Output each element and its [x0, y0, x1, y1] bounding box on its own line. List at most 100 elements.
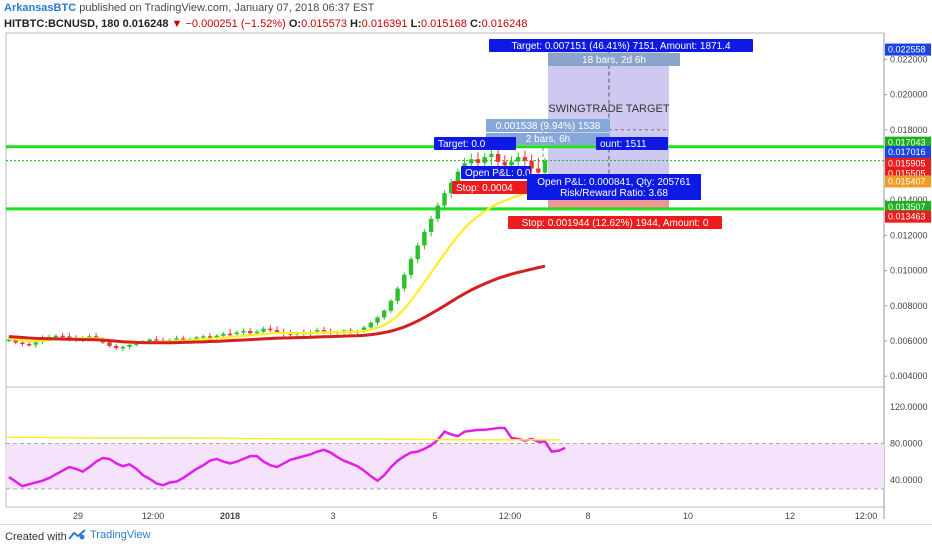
y-tick-label: 0.006000 [890, 336, 928, 346]
publish-text: published on TradingView.com, January 07… [79, 2, 375, 14]
candle-body [60, 335, 65, 338]
annotation-text: Target: 0.007151 (46.41%) 7151, Amount: … [511, 41, 730, 52]
price-label-bg [885, 157, 931, 170]
price-change: −0.000251 (−1.52%) [185, 18, 286, 30]
annotation-text: ount: 1511 [600, 139, 647, 150]
chart-canvas[interactable]: 0.004000 0.006000 0.008000 0.010000 0.012000… [0, 0, 932, 524]
price-label-text: 0.015505 [888, 169, 926, 179]
candle-body [127, 344, 132, 347]
y-tick-label: 0.014000 [890, 195, 928, 205]
candle-body [395, 288, 400, 301]
rsi-line [8, 426, 566, 488]
price-label: 0.022558 [885, 43, 931, 56]
candle-body [422, 231, 427, 246]
ma-slow-line [8, 264, 546, 345]
candle-body [174, 338, 179, 340]
tradingview-logo[interactable]: TradingView [68, 529, 151, 541]
measure-label: 0.001538 (9.94%) 1538 [486, 119, 610, 132]
open-value: 0.015573 [301, 18, 347, 30]
candle-body [268, 328, 273, 331]
publish-info: ArkansasBTC published on TradingView.com… [4, 2, 374, 14]
candle-body [248, 330, 253, 334]
x-tick-label: 8 [585, 511, 590, 521]
annotation-box [508, 216, 722, 229]
candle-body [542, 160, 548, 173]
rsi-tick-label: 120.0000 [890, 402, 928, 412]
price-label-text: 0.015905 [888, 159, 926, 169]
x-tick-label: 5 [432, 511, 437, 521]
candle-body [6, 339, 12, 342]
candle-body [408, 259, 414, 275]
symbol-label: HITBTC:BCNUSD, 180 [4, 18, 120, 30]
candle-body [489, 153, 494, 158]
price-label-bg [885, 200, 931, 213]
price-label: 0.017016 [885, 146, 931, 159]
candle-body [87, 336, 92, 338]
candle-body [482, 157, 487, 163]
price-label: 0.013507 [885, 200, 931, 213]
candle-body [261, 328, 266, 332]
close-value: 0.016248 [481, 18, 528, 30]
symbol-info: HITBTC:BCNUSD, 180 0.016248 ▼ −0.000251 … [4, 18, 528, 30]
candle-body [221, 333, 226, 336]
created-with-text: Created with [5, 531, 67, 543]
price-label-text: 0.017043 [888, 138, 926, 148]
target-label: Target: 0.007151 (46.41%) 7151, Amount: … [489, 39, 753, 52]
x-tick-label: 3 [330, 511, 335, 521]
y-tick-label: 0.004000 [890, 371, 928, 381]
price-label-bg [885, 43, 931, 56]
price-label-bg [885, 175, 931, 188]
x-tick-label: 2018 [220, 511, 240, 521]
x-tick-label: 29 [73, 511, 83, 521]
candle-body [495, 153, 501, 162]
candle-body [107, 342, 112, 346]
candle-body [227, 333, 233, 336]
candle-body [449, 182, 454, 194]
author-name[interactable]: ArkansasBTC [4, 2, 77, 14]
candle-body [114, 345, 119, 349]
annotation-box [486, 133, 610, 145]
price-label: 0.017043 [885, 136, 931, 149]
price-label-text: 0.015407 [888, 176, 926, 186]
candle-body [435, 205, 440, 219]
price-label-bg [885, 210, 931, 223]
tradingview-brand: TradingView [90, 529, 151, 541]
down-arrow-icon: ▼ [171, 18, 183, 30]
target-zone [548, 49, 669, 176]
high-value: 0.016391 [361, 18, 408, 30]
ma-fast-line [8, 189, 546, 345]
stop-bottom-label: Stop: 0.001944 (12.62%) 1944, Amount: 0 [508, 216, 722, 229]
y-tick-label: 0.010000 [890, 266, 928, 276]
candle-body [53, 335, 59, 338]
x-tick-label: 10 [683, 511, 693, 521]
open-pnl-rr-label: Open P&L: 0.000841, Qty: 205761Risk/Rewa… [527, 174, 701, 200]
price-label-bg [885, 146, 931, 159]
last-price: 0.016248 [122, 18, 169, 30]
annotation-text: Open P&L: 0.000841, Qty: 205761 [537, 177, 691, 188]
candle-body [428, 218, 434, 232]
footer: Created with TradingView [0, 524, 932, 551]
price-label-text: 0.022558 [888, 45, 926, 55]
annotation-box [486, 119, 610, 132]
candle-body [502, 161, 507, 166]
price-label-bg [885, 136, 931, 149]
annotation-text: Open P&L: 0.0 [465, 168, 531, 179]
rsi-tick-label: 80.0000 [890, 438, 923, 448]
candle-body [120, 346, 126, 349]
candle-body [20, 342, 25, 345]
swing-target-text: SWINGTRADE TARGET [548, 103, 669, 115]
x-tick-label: 12:00 [855, 511, 878, 521]
y-tick-label: 0.012000 [890, 230, 928, 240]
annotation-text: 0.001538 (9.94%) 1538 [496, 121, 601, 132]
price-label-text: 0.017016 [888, 147, 926, 157]
annotation-text: Stop: 0.001944 (12.62%) 1944, Amount: 0 [522, 218, 709, 229]
y-tick-label: 0.022000 [890, 54, 928, 64]
stop-small-label: Stop: 0.0004 [452, 181, 528, 194]
candle-body [241, 330, 246, 333]
y-tick-label: 0.018000 [890, 125, 928, 135]
low-value: 0.015168 [421, 18, 467, 30]
target2-label: Target: 0.0 [434, 137, 516, 150]
candle-body [67, 336, 72, 339]
annotation-text: Stop: 0.0004 [456, 183, 513, 194]
price-label: 0.015905 [885, 157, 931, 170]
